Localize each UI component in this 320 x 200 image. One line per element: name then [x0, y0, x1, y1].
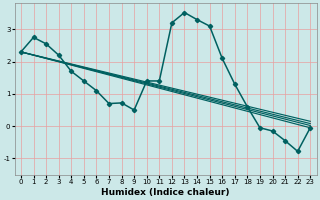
X-axis label: Humidex (Indice chaleur): Humidex (Indice chaleur) [101, 188, 230, 197]
